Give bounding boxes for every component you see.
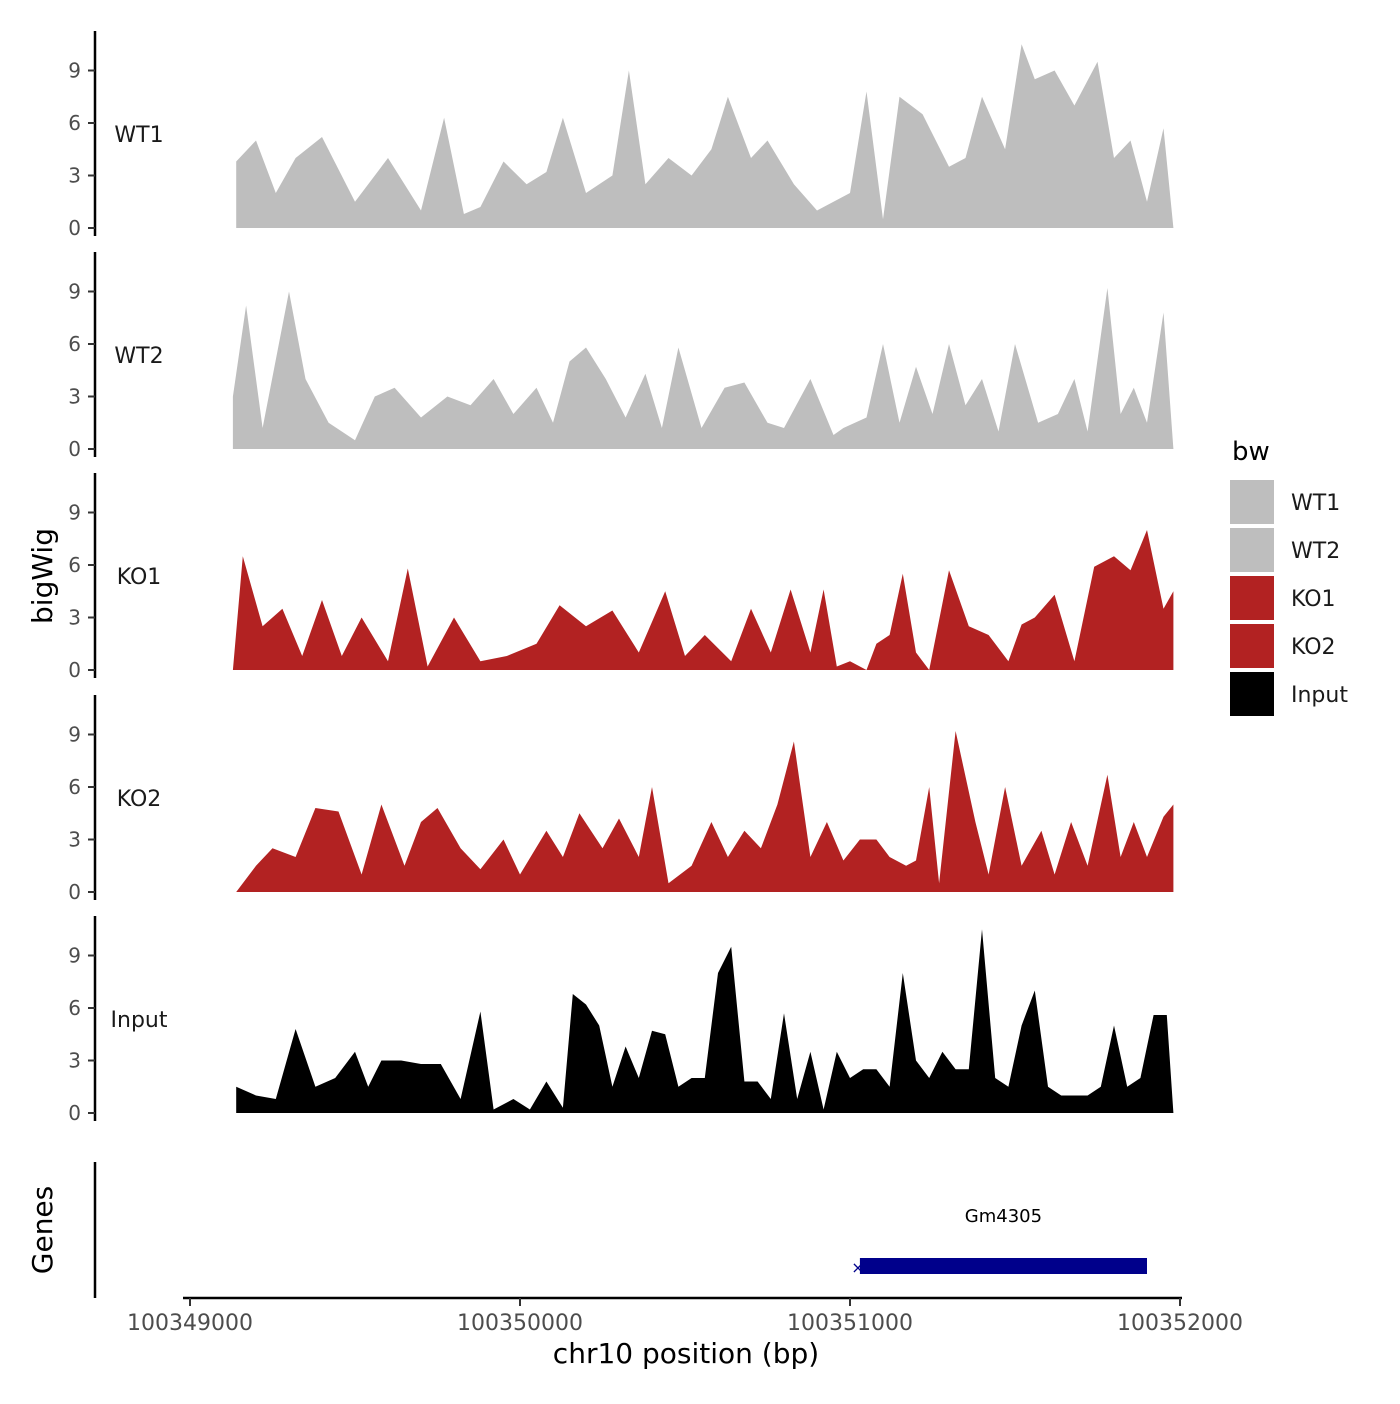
- y-tick-label: 6: [68, 996, 81, 1020]
- legend-key-input: [1230, 672, 1274, 716]
- legend-label-wt2: WT2: [1291, 539, 1340, 564]
- y-axis-title: bigWig: [26, 528, 59, 624]
- y-tick-label: 9: [68, 59, 81, 83]
- legend-label-ko2: KO2: [1291, 635, 1336, 660]
- x-axis: 100349000 100350000 100351000 100352000: [127, 1296, 1243, 1336]
- track-label: KO1: [117, 565, 162, 590]
- track-ko1: 0 3 6 9 KO1: [68, 473, 1174, 682]
- y-tick-label: 0: [68, 216, 81, 240]
- area-series-wt2: [232, 288, 1174, 449]
- gene-strand-marker: ×: [851, 1258, 864, 1277]
- track-label: WT2: [114, 344, 163, 369]
- tracks-layer: 0 3 6 9 WT1 0 3 6 9 WT2 0 3 6 9 KO1 0 3 6 9 KO2 0 3 6 9 Input: [68, 31, 1174, 1125]
- y-tick-label: 0: [68, 437, 81, 461]
- y-tick-label: 6: [68, 111, 81, 135]
- legend-key-ko2: [1230, 624, 1274, 668]
- y-tick-label: 6: [68, 332, 81, 356]
- genes-track: Genes × Gm4305: [26, 1162, 1147, 1298]
- legend-label-input: Input: [1291, 683, 1348, 708]
- area-series-wt1: [236, 44, 1174, 228]
- y-tick-label: 3: [68, 828, 81, 852]
- x-tick-label: 100349000: [127, 1311, 253, 1336]
- track-wt2: 0 3 6 9 WT2: [68, 252, 1174, 461]
- x-tick-label: 100352000: [1117, 1311, 1243, 1336]
- y-tick-label: 9: [68, 280, 81, 304]
- y-tick-label: 3: [68, 1049, 81, 1073]
- y-tick-label: 3: [68, 164, 81, 188]
- track-input: 0 3 6 9 Input: [68, 916, 1174, 1125]
- y-tick-label: 6: [68, 553, 81, 577]
- track-wt1: 0 3 6 9 WT1: [68, 31, 1174, 240]
- gene-label: Gm4305: [965, 1206, 1042, 1227]
- y-tick-label: 0: [68, 1101, 81, 1125]
- y-tick-label: 9: [68, 501, 81, 525]
- legend-key-wt1: [1230, 480, 1274, 524]
- y-tick-label: 6: [68, 775, 81, 799]
- legend-label-ko1: KO1: [1291, 587, 1336, 612]
- y-tick-label: 9: [68, 723, 81, 747]
- legend-label-wt1: WT1: [1291, 491, 1340, 516]
- y-tick-label: 9: [68, 944, 81, 968]
- legend-key-ko1: [1230, 576, 1274, 620]
- genes-axis-title: Genes: [26, 1186, 59, 1274]
- y-tick-label: 0: [68, 880, 81, 904]
- track-ko2: 0 3 6 9 KO2: [68, 695, 1174, 904]
- x-axis-title: chr10 position (bp): [553, 1337, 819, 1370]
- legend-key-wt2: [1230, 528, 1274, 572]
- legend: bw WT1 WT2 KO1 KO2 Input: [1230, 437, 1348, 716]
- y-tick-label: 3: [68, 606, 81, 630]
- legend-title: bw: [1232, 437, 1270, 467]
- track-label: Input: [111, 1008, 168, 1033]
- y-tick-label: 3: [68, 385, 81, 409]
- area-series-input: [236, 929, 1174, 1113]
- track-label: WT1: [114, 123, 163, 148]
- area-series-ko2: [236, 731, 1174, 892]
- area-series-ko1: [232, 530, 1174, 670]
- track-label: KO2: [117, 787, 162, 812]
- x-tick-label: 100350000: [457, 1311, 583, 1336]
- x-tick-label: 100351000: [787, 1311, 913, 1336]
- gene-body-gm4305: [859, 1258, 1147, 1274]
- y-tick-label: 0: [68, 658, 81, 682]
